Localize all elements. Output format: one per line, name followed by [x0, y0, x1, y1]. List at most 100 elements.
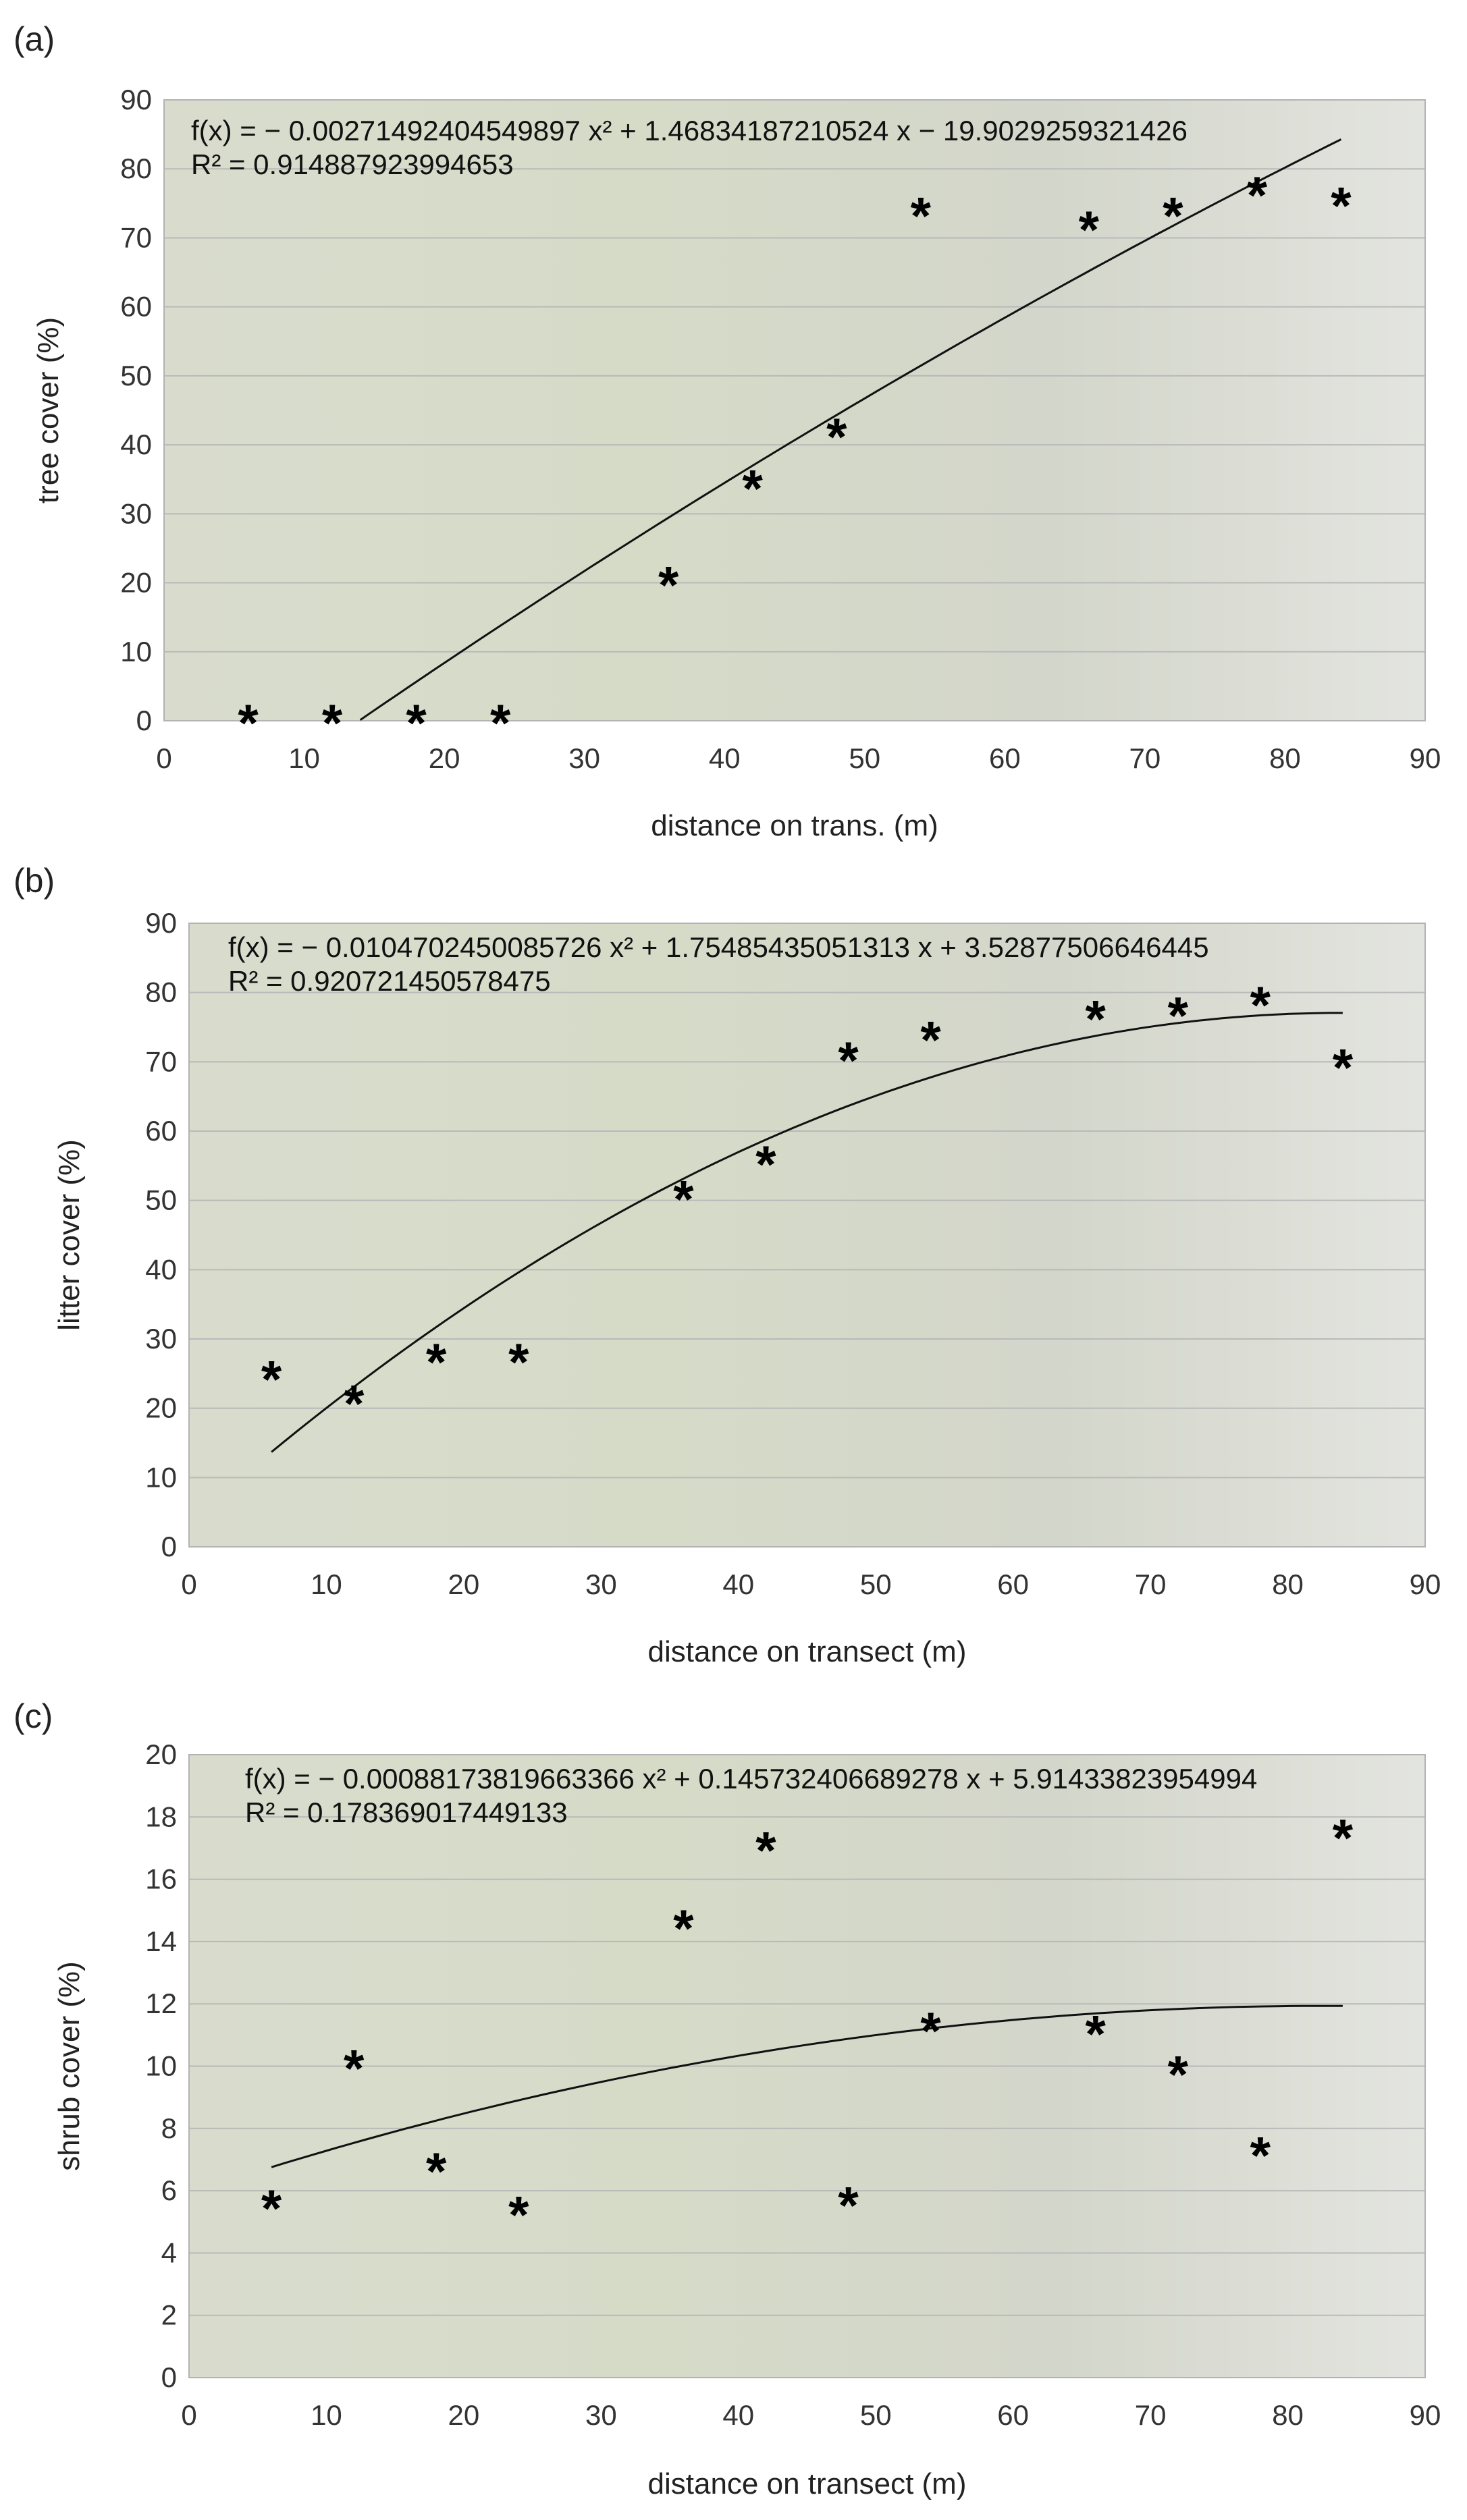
- data-point: *: [508, 2185, 529, 2244]
- y-axis-title: litter cover (%): [53, 1139, 86, 1331]
- y-tick-label: 8: [161, 2112, 177, 2144]
- y-tick-label: 30: [120, 497, 152, 529]
- y-axis-title: shrub cover (%): [53, 1961, 86, 2171]
- x-tick-label: 20: [448, 1568, 480, 1600]
- data-point: *: [911, 186, 932, 246]
- y-tick-label: 90: [120, 84, 152, 115]
- chart-panel-a: (a) 0 10 20 30 40 50 60 70 80 90 0 10 20 30 40 50 60 70 8…: [14, 20, 1441, 842]
- y-tick-label: 80: [145, 977, 177, 1008]
- x-tick-label: 60: [997, 1568, 1029, 1600]
- x-tick-labels: 0 10 20 30 40 50 60 70 80 90: [156, 742, 1441, 774]
- data-point: *: [1079, 200, 1100, 259]
- y-tick-label: 20: [145, 1738, 177, 1770]
- y-tick-label: 10: [120, 636, 152, 667]
- data-point: *: [658, 555, 679, 615]
- y-tick-label: 20: [120, 567, 152, 599]
- y-tick-label: 18: [145, 1801, 177, 1832]
- trendline-equation: f(x) = − 0.00271492404549897 x² + 1.4683…: [191, 115, 1188, 146]
- y-tick-label: 0: [161, 1531, 177, 1562]
- x-tick-label: 10: [311, 1568, 342, 1600]
- y-tick-label: 60: [145, 1115, 177, 1147]
- plot-background: [189, 923, 1425, 1547]
- data-point: *: [755, 1820, 776, 1880]
- data-point: *: [920, 1010, 941, 1069]
- y-tick-label: 60: [120, 291, 152, 323]
- data-point: *: [1250, 975, 1271, 1035]
- y-tick-label: 70: [145, 1045, 177, 1077]
- data-point: *: [755, 1134, 776, 1194]
- x-tick-label: 90: [1410, 1568, 1441, 1600]
- x-tick-label: 0: [156, 742, 171, 774]
- y-tick-label: 14: [145, 1925, 177, 1957]
- x-tick-label: 20: [429, 742, 460, 774]
- data-point: *: [673, 1898, 694, 1958]
- y-tick-labels: 0 10 20 30 40 50 60 70 80 90: [120, 84, 152, 736]
- x-tick-label: 50: [849, 742, 880, 774]
- data-point: *: [1331, 175, 1352, 235]
- data-point: *: [838, 1031, 859, 1090]
- data-point: *: [1247, 165, 1268, 225]
- data-point: *: [1250, 2126, 1271, 2185]
- r-squared: R² = 0.178369017449133: [245, 1797, 568, 1828]
- y-tick-label: 30: [145, 1323, 177, 1354]
- data-point: *: [426, 1332, 447, 1392]
- r-squared: R² = 0.920721450578475: [228, 965, 551, 997]
- data-point: *: [1333, 1808, 1354, 1867]
- x-tick-label: 80: [1272, 2399, 1304, 2431]
- x-axis-title: distance on transect (m): [648, 1635, 967, 1668]
- y-tick-label: 4: [161, 2237, 177, 2268]
- x-tick-label: 80: [1269, 742, 1301, 774]
- y-tick-label: 50: [120, 360, 152, 391]
- data-points: * * * * * * * * * * * *: [261, 975, 1354, 1433]
- x-tick-label: 80: [1272, 1568, 1304, 1600]
- trendline: [359, 138, 1342, 721]
- data-point: *: [344, 2039, 365, 2098]
- r-squared: R² = 0.914887923994653: [191, 148, 514, 180]
- y-axis-title: tree cover (%): [32, 317, 65, 503]
- x-tick-label: 30: [585, 1568, 617, 1600]
- y-tick-label: 50: [145, 1184, 177, 1216]
- y-tick-label: 10: [145, 2050, 177, 2082]
- trendline: [271, 2004, 1343, 2168]
- data-point: *: [238, 693, 259, 752]
- trendline-equation: f(x) = − 0.0104702450085726 x² + 1.75485…: [228, 931, 1209, 963]
- x-tick-label: 10: [288, 742, 320, 774]
- data-points: * * * * * * * * * * * *: [238, 165, 1352, 752]
- x-tick-label: 90: [1410, 2399, 1441, 2431]
- y-tick-label: 70: [120, 221, 152, 253]
- data-point: *: [1168, 985, 1189, 1045]
- y-tick-labels: 0 10 20 30 40 50 60 70 80 90: [145, 907, 177, 1562]
- y-tick-label: 16: [145, 1863, 177, 1895]
- trendline-equation: f(x) = − 0.00088173819663366 x² + 0.1457…: [245, 1763, 1257, 1795]
- y-tick-label: 20: [145, 1392, 177, 1424]
- x-tick-label: 30: [568, 742, 600, 774]
- x-axis-title: distance on trans. (m): [651, 809, 938, 842]
- x-tick-label: 0: [181, 1568, 196, 1600]
- x-tick-label: 40: [722, 2399, 754, 2431]
- panel-label: (b): [14, 862, 55, 900]
- x-tick-label: 50: [860, 2399, 892, 2431]
- data-point: *: [920, 2001, 941, 2060]
- data-point: *: [673, 1170, 694, 1229]
- plot-frame: [188, 923, 1426, 1547]
- y-tick-label: 12: [145, 1988, 177, 2019]
- y-tick-label: 80: [120, 153, 152, 184]
- y-tick-label: 2: [161, 2299, 177, 2331]
- data-point: *: [1333, 1037, 1354, 1097]
- y-tick-label: 0: [136, 705, 152, 736]
- x-tick-label: 70: [1135, 1568, 1167, 1600]
- x-tick-label: 10: [311, 2399, 342, 2431]
- data-point: *: [508, 1332, 529, 1392]
- x-tick-label: 50: [860, 1568, 892, 1600]
- data-points: * * * * * * * * * * * *: [261, 1808, 1354, 2244]
- panel-label: (c): [14, 1697, 53, 1735]
- plot-frame: [188, 1754, 1426, 2378]
- y-tick-label: 40: [120, 429, 152, 460]
- x-tick-labels: 0 10 20 30 40 50 60 70 80 90: [181, 2399, 1441, 2431]
- data-point: *: [1086, 2004, 1106, 2064]
- data-point: *: [344, 1373, 365, 1433]
- x-tick-label: 60: [989, 742, 1021, 774]
- x-tick-label: 40: [722, 1568, 754, 1600]
- y-tick-label: 40: [145, 1253, 177, 1285]
